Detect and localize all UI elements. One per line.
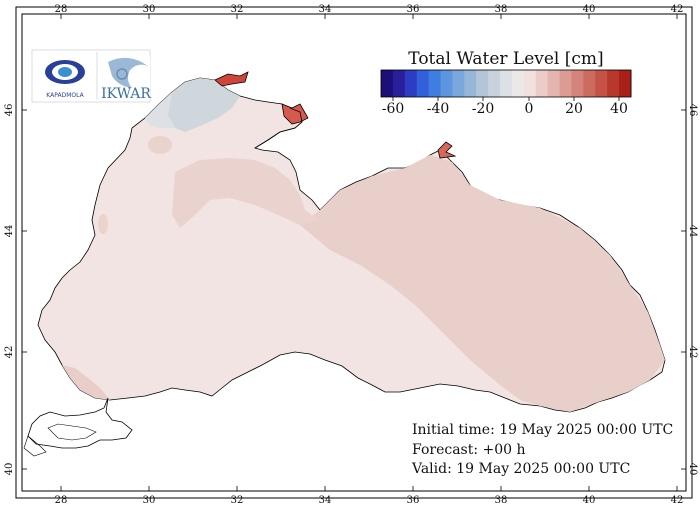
lon-label: 32 xyxy=(231,4,244,15)
colorbar-tick-label: -40 xyxy=(427,101,450,117)
lon-label: 36 xyxy=(407,4,420,15)
logo-right-text: IKWAR xyxy=(101,86,151,102)
colorbar-swatch xyxy=(428,70,442,97)
north-warm-band xyxy=(172,158,318,228)
lat-label: 46 xyxy=(687,104,698,117)
colorbar-tick-label: -20 xyxy=(472,101,495,117)
ikwar-logo: IKWAR xyxy=(101,53,151,102)
west-warm-patch xyxy=(98,214,108,234)
lon-label: 38 xyxy=(495,4,508,15)
colorbar-swatch xyxy=(571,70,584,97)
lon-label: 28 xyxy=(55,4,68,15)
forecast-text: Forecast: +00 h xyxy=(412,442,526,458)
lon-label: 38 xyxy=(495,495,508,506)
colorbar-swatch xyxy=(404,70,418,97)
lat-labels-right: 40 42 44 46 xyxy=(687,104,698,476)
colorbar-swatch xyxy=(511,70,525,97)
lon-labels-top: 28 30 32 34 36 38 40 42 xyxy=(55,4,684,15)
colorbar-tick-label: 0 xyxy=(525,101,534,117)
lon-label: 34 xyxy=(319,495,332,506)
nw-warm-patch xyxy=(148,136,172,154)
marmara-coast xyxy=(27,397,133,449)
lon-label: 28 xyxy=(55,495,68,506)
valid-time-text: Valid: 19 May 2025 00:00 UTC xyxy=(411,461,630,477)
lon-label: 34 xyxy=(319,4,332,15)
north-cool-fringe xyxy=(145,92,175,128)
lon-label: 40 xyxy=(583,4,596,15)
colorbar-swatch xyxy=(619,70,632,97)
colorbar-swatch xyxy=(607,70,620,97)
lon-label: 36 xyxy=(407,495,420,506)
colorbar-swatch xyxy=(464,70,477,97)
crimea-coast xyxy=(254,107,303,149)
colorbar-swatch xyxy=(595,70,608,97)
outer-frame xyxy=(15,6,693,499)
colorbar-swatch xyxy=(392,70,406,97)
side-tick-marks xyxy=(22,109,686,470)
marmara-sea xyxy=(47,423,97,441)
colorbar-tick-label: 40 xyxy=(610,101,628,117)
lon-label: 42 xyxy=(671,4,684,15)
lat-label: 40 xyxy=(4,463,15,476)
colorbar: Total Water Level [cm] -60 -40 -20 0 20 … xyxy=(380,49,632,117)
logo-left-text: KAPADMOLA xyxy=(46,92,84,99)
colorbar-swatch xyxy=(416,70,430,97)
lat-label: 44 xyxy=(4,225,15,238)
colorbar-swatch xyxy=(583,70,596,97)
colorbar-ticks xyxy=(392,97,620,101)
logos: KAPADMOLA IKWAR xyxy=(31,49,151,103)
lon-label: 42 xyxy=(671,495,684,506)
lat-label: 42 xyxy=(687,346,698,359)
kapadmola-logo: KAPADMOLA xyxy=(45,60,85,99)
initial-time-text: Initial time: 19 May 2025 00:00 UTC xyxy=(412,422,673,438)
forecast-info: Initial time: 19 May 2025 00:00 UTC Fore… xyxy=(411,422,673,477)
colorbar-swatch xyxy=(547,70,561,97)
lon-labels-bottom: 28 30 32 34 36 38 40 42 xyxy=(55,495,684,506)
colorbar-swatch xyxy=(488,70,501,97)
lat-label: 46 xyxy=(4,104,15,117)
lon-label: 30 xyxy=(143,495,156,506)
north-cool-area xyxy=(168,78,240,132)
kerch-patch xyxy=(437,141,457,159)
lon-label: 30 xyxy=(143,4,156,15)
colorbar-tick-label: 20 xyxy=(565,101,583,117)
lat-label: 42 xyxy=(4,346,15,359)
lon-label: 40 xyxy=(583,495,596,506)
lat-labels-left: 40 42 44 46 xyxy=(4,104,15,476)
sea-of-azov xyxy=(214,71,249,87)
lat-label: 44 xyxy=(687,225,698,238)
colorbar-swatch xyxy=(535,70,549,97)
colorbar-swatch xyxy=(559,70,572,97)
aegean-coast xyxy=(23,435,47,457)
colorbar-title: Total Water Level [cm] xyxy=(408,49,603,69)
colorbar-swatch xyxy=(500,70,513,97)
colorbar-swatch xyxy=(381,70,394,97)
colorbar-swatch xyxy=(440,70,453,97)
lat-label: 40 xyxy=(687,463,698,476)
top-tick-marks xyxy=(60,14,678,19)
lon-label: 32 xyxy=(231,495,244,506)
colorbar-swatch xyxy=(476,70,489,97)
colorbar-swatch xyxy=(452,70,465,97)
sw-warm-patch xyxy=(62,365,110,400)
colorbar-swatches xyxy=(381,70,632,97)
bottom-tick-marks xyxy=(60,486,678,491)
colorbar-tick-label: -60 xyxy=(382,101,405,117)
east-warm-anomaly xyxy=(300,155,665,412)
colorbar-border xyxy=(380,69,632,98)
colorbar-swatch xyxy=(523,70,537,97)
